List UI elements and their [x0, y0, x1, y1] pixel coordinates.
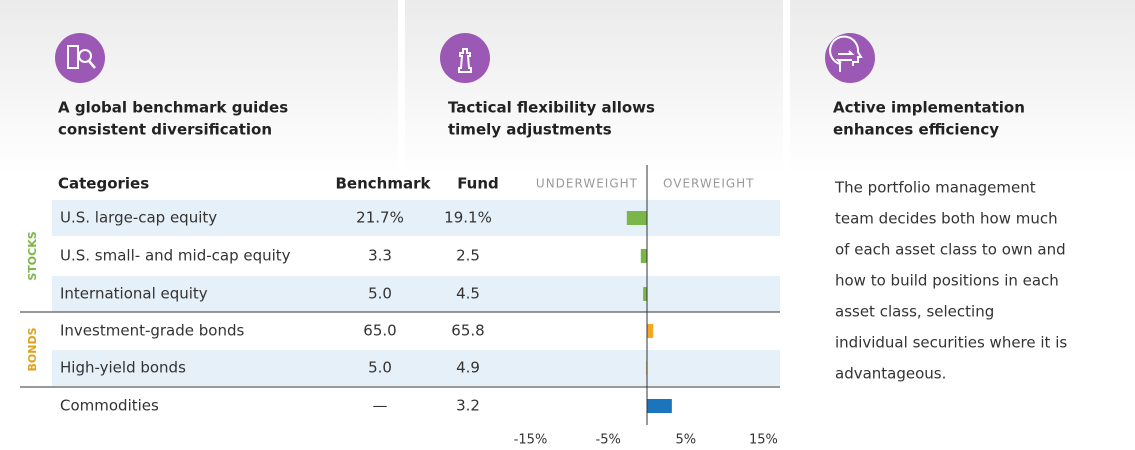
table-cell: 3.2 — [456, 397, 480, 415]
panel-title: enhances efficiency — [833, 121, 999, 139]
panel-title: timely adjustments — [448, 121, 612, 139]
column-header: Benchmark — [336, 175, 432, 193]
table-cell: International equity — [60, 285, 208, 303]
description-line: individual securities where it is — [835, 334, 1067, 352]
group-label: BONDS — [26, 327, 39, 371]
table-cell: 19.1% — [444, 209, 492, 227]
x-tick-label: -5% — [596, 433, 621, 448]
icon — [55, 33, 105, 83]
table-cell: Commodities — [60, 397, 159, 415]
group-label: STOCKS — [26, 231, 39, 280]
description-line: The portfolio management — [834, 179, 1036, 197]
table-cell: 65.8 — [451, 322, 484, 340]
table-cell: 21.7% — [356, 209, 404, 227]
row-shade — [52, 200, 780, 236]
chart-header: OVERWEIGHT — [663, 177, 755, 191]
bar — [640, 249, 647, 263]
panel-title: A global benchmark guides — [58, 99, 288, 117]
table-cell: — — [373, 397, 388, 415]
table-cell: 4.9 — [456, 359, 480, 377]
icon — [440, 33, 490, 83]
column-header: Categories — [58, 175, 149, 193]
x-tick-label: 5% — [676, 433, 697, 448]
bar — [643, 287, 647, 301]
chart-header: UNDERWEIGHT — [536, 177, 638, 191]
row-shade — [52, 276, 780, 312]
panel-bg — [0, 0, 398, 175]
table-cell: U.S. small- and mid-cap equity — [60, 247, 291, 265]
panel-title: consistent diversification — [58, 121, 272, 139]
panel-bg — [790, 0, 1135, 175]
table-cell: High-yield bonds — [60, 359, 186, 377]
table-cell: 4.5 — [456, 285, 480, 303]
description-line: of each asset class to own and — [835, 241, 1066, 259]
bar — [647, 324, 654, 338]
x-tick-label: -15% — [514, 433, 548, 448]
description-line: team decides both how much — [835, 210, 1058, 228]
panel-bg — [405, 0, 783, 175]
icon — [825, 33, 875, 83]
table-cell: 2.5 — [456, 247, 480, 265]
bar — [647, 399, 672, 413]
bar — [626, 211, 647, 225]
description-line: how to build positions in each — [835, 272, 1059, 290]
description-line: asset class, selecting — [835, 303, 994, 321]
panel-title: Tactical flexibility allows — [448, 99, 655, 117]
row-shade — [52, 350, 780, 386]
x-tick-label: 15% — [749, 433, 778, 448]
column-header: Fund — [457, 175, 499, 193]
table-cell: U.S. large-cap equity — [60, 209, 217, 227]
table-cell: Investment-grade bonds — [60, 322, 244, 340]
panel-title: Active implementation — [833, 99, 1025, 117]
table-cell: 3.3 — [368, 247, 392, 265]
description-line: advantageous. — [835, 365, 946, 383]
table-cell: 5.0 — [368, 359, 392, 377]
table-cell: 5.0 — [368, 285, 392, 303]
table-cell: 65.0 — [363, 322, 396, 340]
